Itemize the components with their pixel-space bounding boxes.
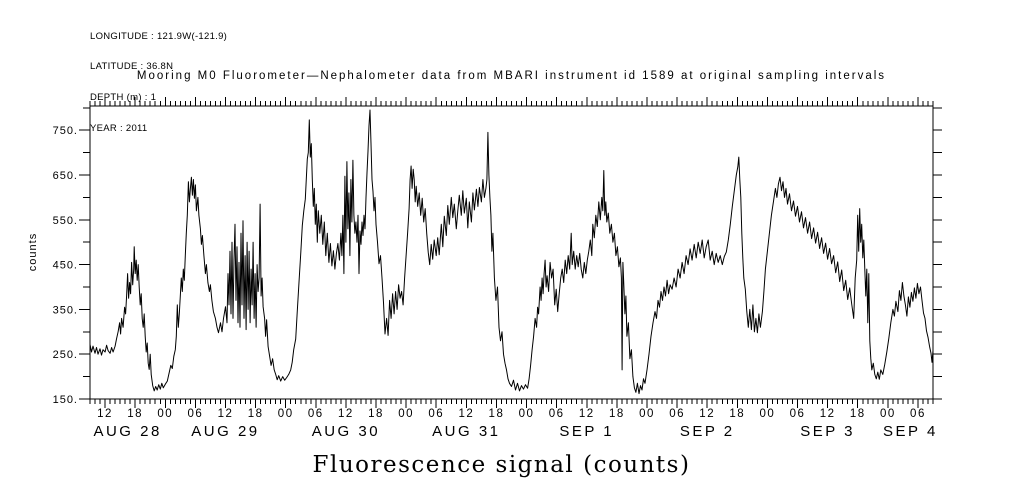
x-tick-label: 00 bbox=[398, 408, 414, 420]
x-tick-label: 06 bbox=[669, 408, 685, 420]
date-label: AUG 30 bbox=[312, 423, 380, 440]
date-label: SEP 3 bbox=[800, 423, 855, 440]
y-tick-label: 350. bbox=[53, 304, 78, 316]
x-tick-label: 06 bbox=[549, 408, 565, 420]
date-label: SEP 2 bbox=[680, 423, 735, 440]
x-tick-label: 06 bbox=[428, 408, 444, 420]
date-label: AUG 29 bbox=[191, 423, 259, 440]
chart-title: Mooring M0 Fluorometer—Nephalometer data… bbox=[136, 70, 887, 82]
x-tick-label: 12 bbox=[579, 408, 595, 420]
series-line bbox=[89, 109, 934, 395]
metadata-longitude: LONGITUDE : 121.9W(-121.9) bbox=[90, 30, 228, 42]
x-tick-label: 00 bbox=[760, 408, 776, 420]
y-tick-label: 550. bbox=[53, 215, 78, 227]
x-tick-label: 12 bbox=[699, 408, 715, 420]
x-axis-title: Fluorescence signal (counts) bbox=[312, 452, 691, 478]
metadata-block: LONGITUDE : 121.9W(-121.9) LATITUDE : 36… bbox=[90, 11, 227, 155]
date-label: AUG 28 bbox=[93, 423, 161, 440]
y-tick-label: 450. bbox=[53, 260, 78, 272]
metadata-latitude: LATITUDE : 36.8N bbox=[90, 61, 174, 73]
x-tick-label: 06 bbox=[308, 408, 324, 420]
x-tick-label: 12 bbox=[97, 408, 113, 420]
x-tick-label: 06 bbox=[790, 408, 806, 420]
x-tick-label: 18 bbox=[368, 408, 384, 420]
date-label: SEP 4 bbox=[883, 423, 938, 440]
x-tick-label: 00 bbox=[880, 408, 896, 420]
x-tick-label: 12 bbox=[820, 408, 836, 420]
x-tick-label: 00 bbox=[278, 408, 294, 420]
y-tick-label: 650. bbox=[53, 170, 78, 182]
x-tick-label: 00 bbox=[639, 408, 655, 420]
y-tick-label: 750. bbox=[53, 125, 78, 137]
metadata-year: YEAR : 2011 bbox=[90, 123, 148, 135]
x-tick-label: 00 bbox=[519, 408, 535, 420]
x-tick-label: 18 bbox=[489, 408, 505, 420]
metadata-depth: DEPTH (m) : 1 bbox=[90, 92, 157, 104]
x-tick-label: 12 bbox=[218, 408, 234, 420]
x-tick-label: 06 bbox=[910, 408, 926, 420]
x-tick-label: 06 bbox=[187, 408, 203, 420]
y-tick-label: 150. bbox=[53, 394, 78, 406]
x-tick-label: 00 bbox=[157, 408, 173, 420]
date-label: SEP 1 bbox=[559, 423, 614, 440]
date-label: AUG 31 bbox=[432, 423, 500, 440]
x-tick-label: 12 bbox=[458, 408, 474, 420]
x-tick-label: 18 bbox=[127, 408, 143, 420]
y-axis-label: counts bbox=[27, 232, 39, 272]
y-tick-label: 250. bbox=[53, 349, 78, 361]
x-tick-label: 18 bbox=[729, 408, 745, 420]
x-tick-label: 18 bbox=[248, 408, 264, 420]
x-tick-label: 18 bbox=[850, 408, 866, 420]
x-tick-label: 18 bbox=[609, 408, 625, 420]
x-tick-label: 12 bbox=[338, 408, 354, 420]
